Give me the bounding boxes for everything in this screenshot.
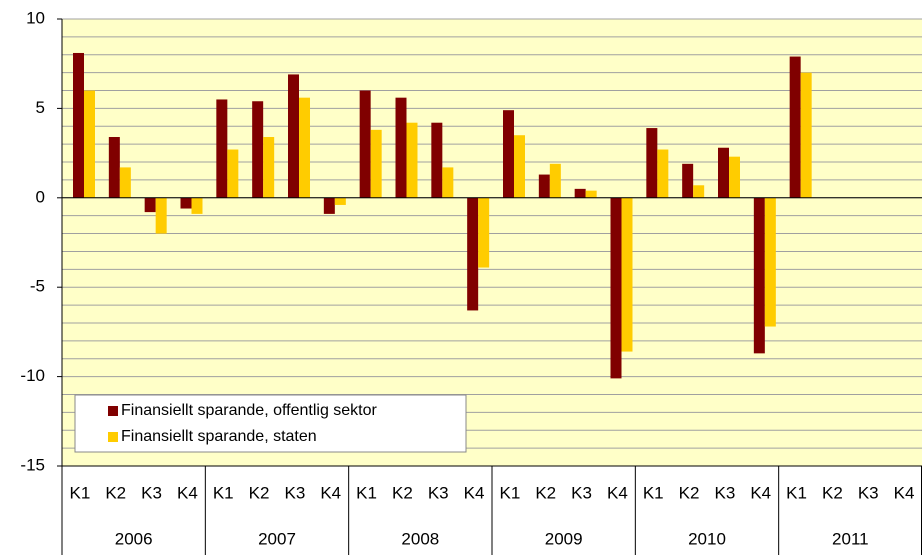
x-tick-label: K3: [141, 483, 162, 502]
x-tick-label: K1: [643, 483, 664, 502]
bar: [252, 101, 264, 198]
legend: [74, 394, 467, 453]
x-tick-label: K3: [858, 483, 879, 502]
x-tick-label: K4: [894, 483, 915, 502]
bar: [610, 197, 622, 379]
bar: [549, 163, 561, 198]
y-tick-label: 5: [36, 98, 45, 117]
bar: [574, 188, 586, 198]
bar: [73, 52, 84, 198]
bar: [395, 97, 407, 198]
bar: [191, 197, 203, 214]
bar: [729, 156, 740, 198]
bar: [180, 197, 192, 209]
legend-swatch: [108, 406, 118, 416]
y-tick-label: 0: [36, 187, 45, 206]
bar: [84, 90, 95, 198]
x-tick-label: K4: [320, 483, 341, 502]
bar: [467, 197, 479, 311]
x-tick-label: K1: [213, 483, 234, 502]
bar: [621, 197, 633, 352]
bar: [334, 197, 346, 205]
bar: [370, 129, 382, 198]
bar: [764, 197, 776, 327]
group-label: 2011: [832, 529, 869, 548]
group-label: 2008: [401, 529, 439, 548]
bar: [359, 90, 371, 198]
bar: [323, 197, 335, 214]
bar: [263, 137, 275, 198]
bar: [216, 99, 228, 198]
x-tick-label: K2: [679, 483, 700, 502]
legend-label: Finansiellt sparande, staten: [121, 428, 317, 445]
bar: [693, 185, 705, 198]
bar: [514, 135, 525, 198]
x-tick-label: K2: [249, 483, 270, 502]
bar: [800, 72, 812, 198]
bar: [119, 167, 131, 198]
bar: [753, 197, 765, 354]
x-tick-label: K3: [715, 483, 736, 502]
legend-swatch: [108, 432, 118, 442]
bar: [478, 197, 490, 268]
bar: [299, 97, 310, 198]
bar: [431, 122, 443, 198]
x-tick-label: K1: [500, 483, 521, 502]
bar: [144, 197, 156, 213]
y-tick-label: -10: [20, 366, 45, 385]
bar: [155, 197, 167, 234]
bar: [585, 190, 597, 198]
legend-label: Finansiellt sparande, offentlig sektor: [121, 402, 378, 419]
x-tick-label: K3: [571, 483, 592, 502]
x-tick-label: K1: [786, 483, 807, 502]
x-tick-label: K2: [392, 483, 413, 502]
bar: [227, 149, 239, 198]
x-tick-label: K4: [750, 483, 771, 502]
x-tick-label: K1: [356, 483, 377, 502]
x-tick-label: K4: [177, 483, 198, 502]
bar: [406, 122, 418, 198]
y-tick-label: 10: [26, 8, 45, 27]
x-tick-label: K4: [464, 483, 485, 502]
group-label: 2010: [688, 529, 726, 548]
bar: [442, 167, 454, 198]
group-label: 2007: [258, 529, 296, 548]
x-tick-label: K2: [822, 483, 843, 502]
bar: [288, 74, 299, 198]
group-label: 2009: [545, 529, 583, 548]
bar: [538, 174, 550, 198]
y-tick-label: -15: [20, 455, 45, 474]
x-tick-label: K1: [70, 483, 91, 502]
x-tick-label: K2: [105, 483, 126, 502]
x-tick-label: K3: [428, 483, 449, 502]
group-label: 2006: [115, 529, 153, 548]
bar: [108, 137, 120, 198]
y-tick-label: -5: [30, 277, 45, 296]
x-tick-label: K2: [535, 483, 556, 502]
x-tick-label: K4: [607, 483, 628, 502]
bar: [789, 56, 801, 198]
bar: [682, 163, 694, 198]
bar: [718, 147, 729, 198]
bar: [503, 110, 514, 198]
bar: [646, 128, 658, 198]
plot-area: [62, 19, 922, 466]
bar: [657, 149, 669, 198]
x-tick-label: K3: [285, 483, 306, 502]
